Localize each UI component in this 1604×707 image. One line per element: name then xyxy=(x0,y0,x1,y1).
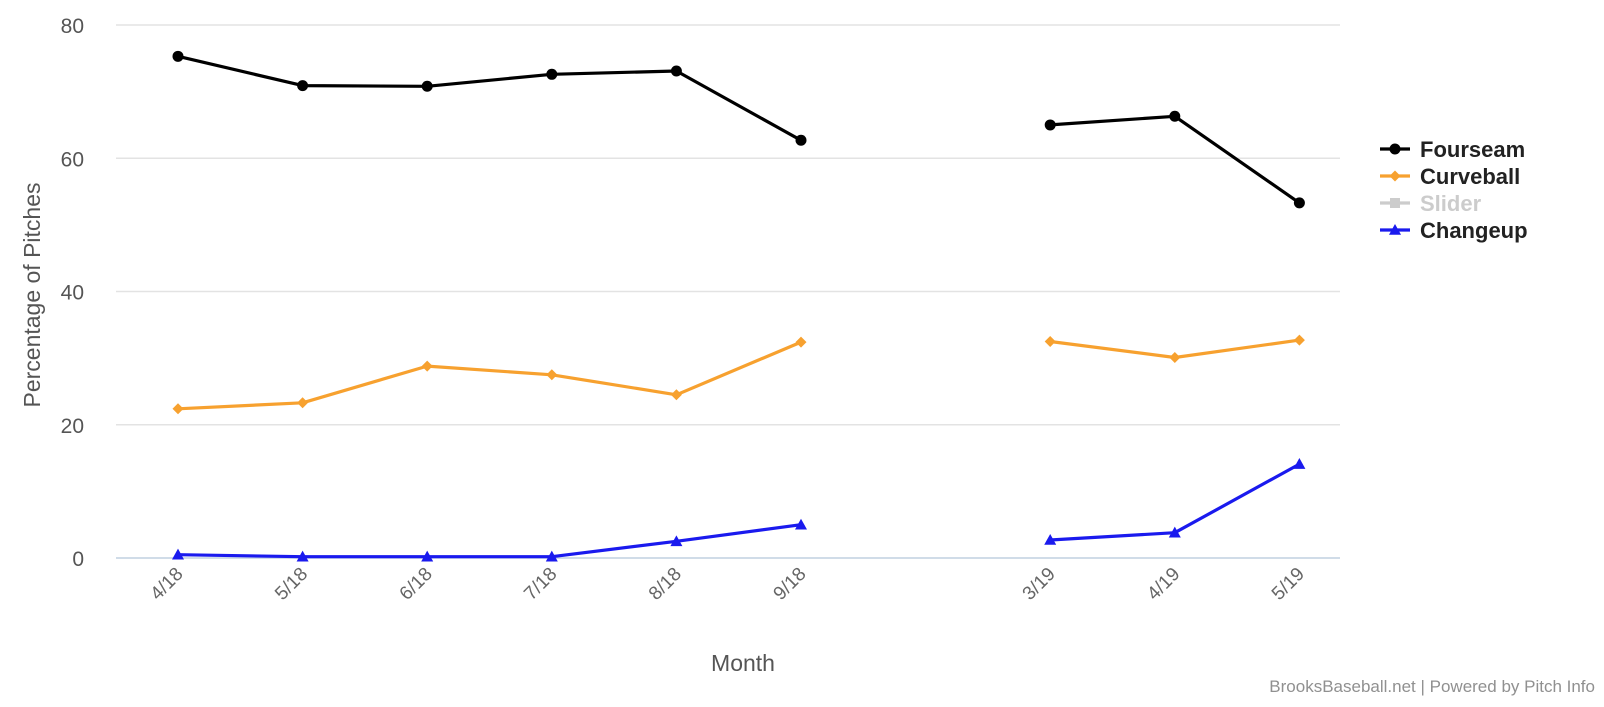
curveball-point[interactable] xyxy=(1169,351,1181,363)
legend-label[interactable]: Fourseam xyxy=(1420,137,1525,162)
fourseam-point[interactable] xyxy=(172,50,184,62)
fourseam-point[interactable] xyxy=(670,65,682,77)
y-axis: 0 20 40 60 80 xyxy=(61,15,84,571)
legend-label[interactable]: Curveball xyxy=(1420,164,1520,189)
curveball-point[interactable] xyxy=(670,389,682,401)
fourseam-line[interactable] xyxy=(176,54,1301,205)
x-tick-label: 5/19 xyxy=(1268,564,1309,605)
curveball-point[interactable] xyxy=(421,360,433,372)
curveball-point[interactable] xyxy=(1293,334,1305,346)
x-tick-label: 4/19 xyxy=(1143,564,1184,605)
series-curveball xyxy=(172,334,1305,415)
fourseam-point[interactable] xyxy=(1169,110,1181,122)
fourseam-point[interactable] xyxy=(297,80,309,92)
x-tick-label: 8/18 xyxy=(645,564,686,605)
series-fourseam xyxy=(172,50,1305,209)
changeup-line[interactable] xyxy=(176,462,1301,559)
legend-marker[interactable] xyxy=(1389,143,1401,155)
legend-item-slider[interactable]: Slider xyxy=(1380,191,1482,216)
series-group xyxy=(172,50,1306,562)
x-tick-label: 5/18 xyxy=(271,564,312,605)
legend-marker[interactable] xyxy=(1389,170,1401,182)
x-tick-label: 3/19 xyxy=(1019,564,1060,605)
changeup-point[interactable] xyxy=(1168,526,1181,538)
fourseam-point[interactable] xyxy=(795,134,807,146)
y-axis-title: Percentage of Pitches xyxy=(19,182,45,407)
y-tick-label: 0 xyxy=(72,548,84,571)
credits-text[interactable]: BrooksBaseball.net | Powered by Pitch In… xyxy=(1269,677,1595,696)
changeup-point[interactable] xyxy=(795,518,807,530)
grid-lines xyxy=(116,24,1340,559)
curveball-point[interactable] xyxy=(172,403,184,415)
fourseam-point[interactable] xyxy=(421,80,433,92)
fourseam-point[interactable] xyxy=(1044,119,1056,131)
y-tick-label: 60 xyxy=(61,148,84,171)
legend-marker[interactable] xyxy=(1390,198,1400,208)
curveball-point[interactable] xyxy=(795,336,807,348)
x-tick-label: 9/18 xyxy=(770,564,811,605)
curveball-point[interactable] xyxy=(546,369,558,381)
curveball-point[interactable] xyxy=(297,397,309,409)
fourseam-point[interactable] xyxy=(1293,197,1305,209)
changeup-point[interactable] xyxy=(670,535,683,547)
x-tick-label: 4/18 xyxy=(147,564,188,605)
fourseam-point[interactable] xyxy=(546,68,558,80)
y-tick-label: 80 xyxy=(61,15,84,38)
x-tick-label: 7/18 xyxy=(520,564,561,605)
curveball-line[interactable] xyxy=(176,338,1301,411)
series-changeup xyxy=(172,458,1306,562)
y-tick-label: 40 xyxy=(61,282,84,305)
legend-item-fourseam[interactable]: Fourseam xyxy=(1380,137,1525,162)
changeup-point[interactable] xyxy=(421,550,434,562)
legend-label[interactable]: Slider xyxy=(1420,191,1482,216)
x-tick-label: 6/18 xyxy=(396,564,437,605)
legend-marker[interactable] xyxy=(1389,224,1401,235)
curveball-point[interactable] xyxy=(1044,335,1056,347)
legend-item-changeup[interactable]: Changeup xyxy=(1380,218,1528,243)
legend-item-curveball[interactable]: Curveball xyxy=(1380,164,1520,189)
y-tick-label: 20 xyxy=(61,415,84,438)
x-axis: 4/18 5/18 6/18 7/18 8/18 9/18 3/19 4/19 5/19 xyxy=(147,564,1309,605)
changeup-point[interactable] xyxy=(172,548,184,560)
x-axis-title: Month xyxy=(711,650,775,676)
legend-label[interactable]: Changeup xyxy=(1420,218,1528,243)
changeup-point[interactable] xyxy=(1293,458,1306,469)
changeup-point[interactable] xyxy=(545,550,558,562)
changeup-point[interactable] xyxy=(1044,534,1057,545)
changeup-point[interactable] xyxy=(296,550,309,562)
